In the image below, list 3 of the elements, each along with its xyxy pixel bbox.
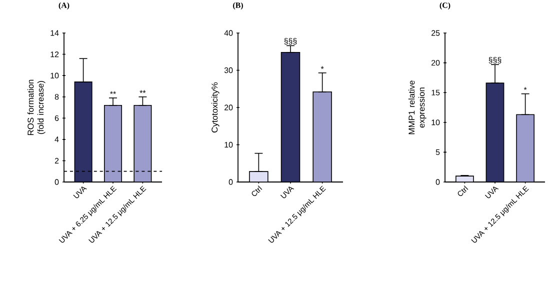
y-axis-title: MMP1 relative expression <box>408 80 426 134</box>
y-axis-title: Cytotoxicity% <box>211 82 220 132</box>
y-axis-title: ROS formation (fold increase) <box>27 80 46 136</box>
